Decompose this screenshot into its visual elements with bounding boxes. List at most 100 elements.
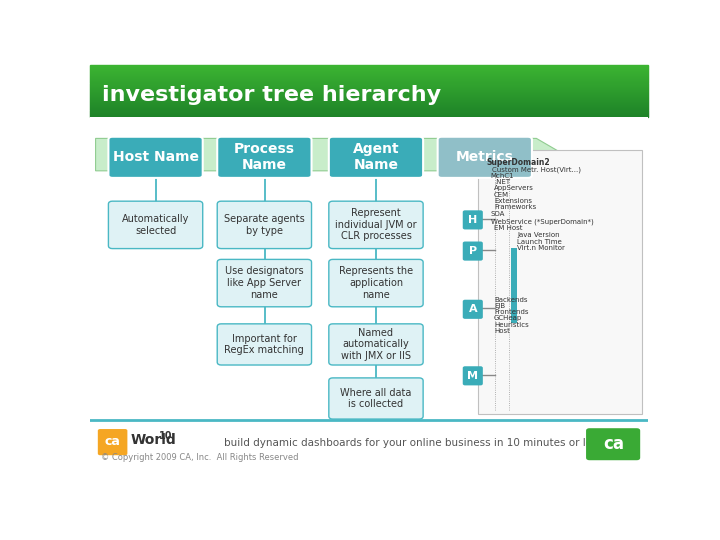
Bar <box>90 67 648 68</box>
Bar <box>90 103 648 104</box>
Text: build dynamic dashboards for your online business in 10 minutes or less: build dynamic dashboards for your online… <box>224 438 603 448</box>
Text: H: H <box>468 215 477 225</box>
Text: Heuristics: Heuristics <box>494 322 528 328</box>
Bar <box>90 102 648 103</box>
Bar <box>90 92 648 93</box>
Bar <box>90 114 648 116</box>
Text: MchC1: MchC1 <box>490 173 514 179</box>
Text: EJB: EJB <box>494 303 505 309</box>
Text: Agent
Name: Agent Name <box>353 142 400 172</box>
Text: Frameworks: Frameworks <box>494 204 536 210</box>
FancyBboxPatch shape <box>463 241 483 261</box>
Text: M: M <box>467 371 478 381</box>
FancyBboxPatch shape <box>109 137 203 178</box>
Text: ca: ca <box>603 435 624 453</box>
Bar <box>90 116 648 117</box>
FancyBboxPatch shape <box>463 210 483 230</box>
Text: Automatically
selected: Automatically selected <box>122 214 189 235</box>
Text: ca: ca <box>105 435 121 448</box>
Bar <box>90 65 648 66</box>
FancyBboxPatch shape <box>329 324 423 365</box>
Bar <box>90 101 648 102</box>
Bar <box>90 106 648 107</box>
Text: Host: Host <box>494 328 510 334</box>
Text: Where all data
is collected: Where all data is collected <box>341 388 412 409</box>
Text: Launch Time: Launch Time <box>518 239 562 245</box>
Bar <box>90 70 648 71</box>
Text: Virt.n Monitor: Virt.n Monitor <box>518 245 565 251</box>
Bar <box>90 77 648 78</box>
FancyBboxPatch shape <box>217 259 312 307</box>
Bar <box>90 75 648 76</box>
Text: © Copyright 2009 CA, Inc.  All Rights Reserved: © Copyright 2009 CA, Inc. All Rights Res… <box>101 453 299 462</box>
Bar <box>90 74 648 75</box>
FancyBboxPatch shape <box>329 378 423 419</box>
Bar <box>90 117 648 131</box>
Bar <box>90 93 648 94</box>
Bar <box>90 85 648 86</box>
Bar <box>90 84 648 85</box>
Bar <box>90 95 648 96</box>
Bar <box>90 71 648 72</box>
Text: 10: 10 <box>159 431 173 441</box>
Text: Frontends: Frontends <box>494 309 528 315</box>
Bar <box>90 99 648 100</box>
Bar <box>90 83 648 84</box>
Bar <box>90 76 648 77</box>
Bar <box>90 89 648 90</box>
Bar <box>90 68 648 69</box>
Polygon shape <box>96 138 564 171</box>
Text: Represents the
application
name: Represents the application name <box>339 267 413 300</box>
Text: Represent
individual JVM or
CLR processes: Represent individual JVM or CLR processe… <box>336 208 417 241</box>
Text: GCHeap: GCHeap <box>494 315 522 321</box>
FancyBboxPatch shape <box>217 201 312 248</box>
Bar <box>90 107 648 109</box>
Text: investigator tree hierarchy: investigator tree hierarchy <box>102 85 441 105</box>
Text: SOA: SOA <box>490 212 505 218</box>
FancyBboxPatch shape <box>463 300 483 319</box>
Bar <box>90 109 648 110</box>
Bar <box>90 100 648 101</box>
Bar <box>90 90 648 91</box>
Bar <box>90 110 648 111</box>
Bar <box>90 78 648 79</box>
Bar <box>90 87 648 89</box>
Text: CEM: CEM <box>494 192 509 198</box>
Text: Named
automatically
with JMX or IIS: Named automatically with JMX or IIS <box>341 328 411 361</box>
Bar <box>90 73 648 74</box>
Text: Separate agents
by type: Separate agents by type <box>224 214 305 235</box>
FancyBboxPatch shape <box>109 201 203 248</box>
FancyBboxPatch shape <box>329 201 423 248</box>
FancyBboxPatch shape <box>586 428 640 460</box>
FancyBboxPatch shape <box>329 259 423 307</box>
FancyBboxPatch shape <box>217 137 312 178</box>
Text: Use designators
like App Server
name: Use designators like App Server name <box>225 267 304 300</box>
Text: SuperDomain2: SuperDomain2 <box>486 158 550 167</box>
Bar <box>90 91 648 92</box>
FancyBboxPatch shape <box>463 366 483 386</box>
Text: .NET: .NET <box>494 179 510 185</box>
Bar <box>90 104 648 105</box>
FancyBboxPatch shape <box>98 429 127 455</box>
Text: A: A <box>469 305 477 314</box>
Bar <box>90 94 648 95</box>
Bar <box>90 86 648 87</box>
Text: Metrics: Metrics <box>456 150 514 164</box>
Bar <box>90 105 648 106</box>
Bar <box>90 98 648 99</box>
Bar <box>90 113 648 114</box>
Bar <box>90 80 648 82</box>
Bar <box>510 248 518 322</box>
Text: P: P <box>469 246 477 256</box>
Bar <box>90 97 648 98</box>
Text: Host Name: Host Name <box>112 150 199 164</box>
Text: WebService (*SuperDomain*): WebService (*SuperDomain*) <box>490 218 593 225</box>
Text: Process
Name: Process Name <box>234 142 295 172</box>
Bar <box>90 66 648 67</box>
Bar <box>90 72 648 73</box>
Bar <box>90 96 648 97</box>
Text: World: World <box>130 433 176 447</box>
Text: Java Version: Java Version <box>518 232 560 238</box>
Text: Extensions: Extensions <box>494 198 532 204</box>
Text: EM Host: EM Host <box>494 225 523 231</box>
